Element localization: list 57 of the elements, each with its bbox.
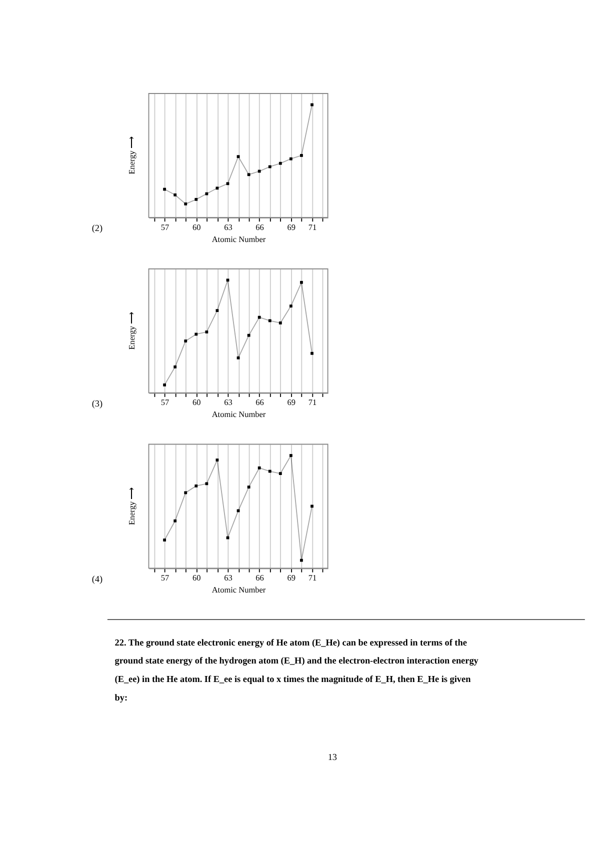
x-tick-label: 69 bbox=[287, 398, 296, 408]
text: (2) bbox=[92, 223, 103, 234]
x-tick-label: 69 bbox=[287, 574, 296, 583]
x-tick-label: 71 bbox=[308, 574, 317, 583]
point bbox=[184, 202, 188, 206]
y-axis-title: Energy ⟶ bbox=[128, 136, 137, 174]
x-axis-title: Atomic Number bbox=[212, 586, 266, 595]
text: 22. The ground state electronic energy of He atom (E_He) can be expressed in terms of the ground state energy of the hydrogen atom (E_H) and the electron-electron interaction energy (E_ee) in the He atom. If E_ee is equal to x times the magnitude of E_H, then E_He is given by: bbox=[114, 637, 479, 702]
point bbox=[300, 280, 303, 284]
point bbox=[205, 330, 208, 334]
point bbox=[163, 383, 166, 386]
point bbox=[310, 352, 314, 355]
point bbox=[278, 322, 282, 324]
point bbox=[174, 519, 177, 522]
x-axis-title: Atomic Number bbox=[212, 234, 266, 244]
point bbox=[268, 319, 272, 322]
point bbox=[184, 491, 188, 494]
y-axis-title: Energy ⟶ bbox=[128, 487, 137, 526]
point bbox=[278, 162, 282, 165]
point bbox=[247, 486, 250, 489]
point bbox=[194, 484, 198, 488]
x-axis-title: Atomic Number bbox=[212, 410, 266, 420]
x-tick-label: 60 bbox=[192, 222, 201, 232]
x-tick-label: 60 bbox=[192, 398, 201, 408]
x-tick-label: 57 bbox=[160, 398, 170, 408]
point bbox=[289, 157, 292, 160]
point bbox=[289, 304, 292, 308]
x-tick-label: 71 bbox=[308, 222, 317, 232]
point bbox=[289, 454, 292, 457]
point bbox=[174, 193, 177, 196]
x-tick-label: 66 bbox=[256, 398, 264, 408]
point bbox=[278, 472, 282, 475]
x-tick-label: 66 bbox=[256, 222, 264, 232]
x-tick-label: 69 bbox=[287, 222, 296, 232]
text: (3) bbox=[92, 398, 103, 409]
x-tick-label: 66 bbox=[256, 574, 264, 583]
point bbox=[174, 365, 177, 368]
x-tick-label: 57 bbox=[160, 222, 170, 232]
x-tick-label: 57 bbox=[160, 574, 170, 583]
point bbox=[205, 482, 208, 486]
point bbox=[163, 538, 166, 542]
x-tick-label: 63 bbox=[224, 398, 232, 408]
y-axis-title: Energy ⟶ bbox=[128, 312, 137, 350]
point bbox=[300, 558, 303, 562]
x-tick-label: 60 bbox=[192, 574, 201, 583]
point bbox=[258, 466, 261, 470]
x-tick-label: 63 bbox=[224, 574, 232, 583]
point bbox=[184, 340, 188, 342]
point bbox=[258, 316, 261, 319]
x-tick-label: 63 bbox=[224, 222, 232, 232]
text: 13 bbox=[328, 752, 338, 762]
point bbox=[247, 334, 250, 337]
point bbox=[300, 154, 303, 157]
point bbox=[247, 173, 250, 176]
point bbox=[194, 198, 198, 201]
x-tick-label: 71 bbox=[308, 398, 317, 408]
text: (4) bbox=[92, 574, 103, 584]
